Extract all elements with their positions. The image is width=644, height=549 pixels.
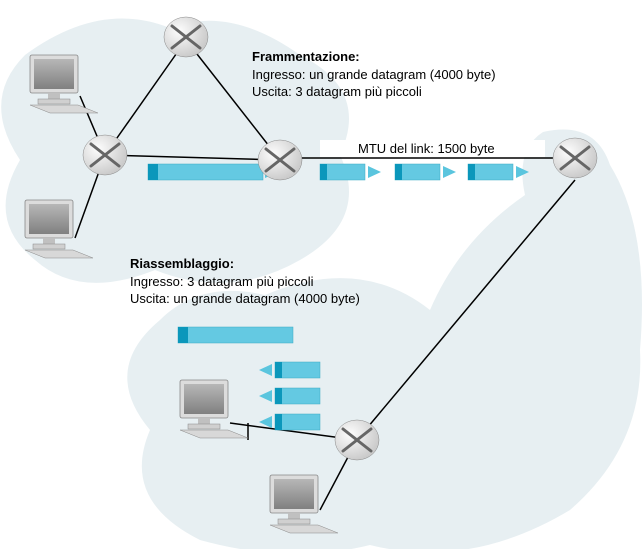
router-icon [553,138,597,178]
frag-title: Frammentazione: [252,49,360,64]
small-packet-top-1 [320,164,365,180]
router-icon [164,17,208,57]
mtu-label: MTU del link: 1500 byte [358,140,495,158]
reasm-line2: Uscita: un grande datagram (4000 byte) [130,291,360,306]
arrow-right-icon [443,166,456,178]
router-icon [83,135,127,175]
frag-line2: Uscita: 3 datagram più piccoli [252,84,422,99]
reasm-title: Riassemblaggio: [130,256,234,271]
small-packet-bottom-3 [275,414,320,430]
small-packet-bottom-1 [275,362,320,378]
router-icon [335,420,379,460]
large-packet-top [148,164,263,180]
small-packet-bottom-2 [275,388,320,404]
frag-line1: Ingresso: un grande datagram (4000 byte) [252,67,496,82]
router-icon [258,140,302,180]
small-packet-top-3 [468,164,513,180]
small-packet-top-2 [395,164,440,180]
reasm-line1: Ingresso: 3 datagram più piccoli [130,274,314,289]
large-packet-bottom [178,327,293,343]
reasm-text-block: Riassemblaggio: Ingresso: 3 datagram più… [130,255,360,308]
arrow-right-icon [368,166,381,178]
frag-text-block: Frammentazione: Ingresso: un grande data… [252,48,496,101]
